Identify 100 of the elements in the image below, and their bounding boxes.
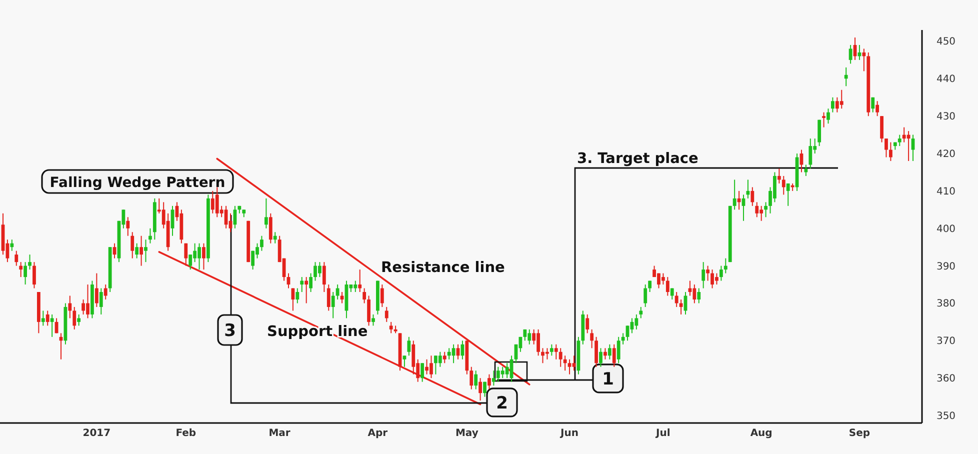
candlestick	[492, 370, 496, 386]
y-tick-label: 390	[936, 261, 956, 272]
candlestick	[568, 358, 572, 375]
candlestick	[264, 198, 268, 229]
candlestick	[380, 284, 384, 308]
candlestick	[644, 284, 648, 308]
y-tick-label: 350	[936, 411, 956, 422]
candlestick	[818, 119, 822, 147]
candlestick	[626, 325, 630, 342]
candlestick	[268, 212, 272, 244]
candlestick	[911, 134, 915, 162]
x-tick-label: Mar	[268, 428, 290, 439]
candlestick	[273, 232, 277, 244]
y-tick-label: 450	[936, 36, 956, 48]
candlestick	[876, 100, 880, 117]
candlestick	[880, 116, 884, 143]
x-tick-label: Feb	[176, 428, 196, 439]
candlestick	[563, 355, 567, 372]
annotation: 3. Target place	[577, 151, 699, 167]
candlestick	[358, 269, 362, 292]
x-tick-label: 2017	[82, 428, 111, 439]
candlestick	[661, 272, 665, 286]
candlestick	[750, 186, 754, 206]
y-tick-label: 410	[936, 186, 956, 198]
candlestick	[46, 310, 50, 326]
candlestick	[554, 344, 558, 360]
series-label: Resistance line	[381, 260, 506, 276]
candlestick	[764, 202, 768, 218]
candlestick	[666, 276, 670, 296]
candlestick	[888, 142, 892, 162]
candlestick	[804, 164, 808, 176]
candlestick	[50, 314, 54, 338]
y-tick-label: 440	[936, 74, 956, 86]
candlestick	[692, 284, 696, 304]
candlestick	[384, 306, 388, 322]
x-tick-label: Jul	[655, 428, 670, 439]
annotation: 3	[224, 321, 236, 341]
x-tick-label: May	[455, 428, 479, 439]
candlestick	[470, 366, 474, 390]
candlestick	[608, 344, 612, 360]
candlestick	[808, 138, 812, 169]
candlestick	[19, 262, 23, 278]
candlestick	[782, 175, 786, 196]
candlestick	[407, 336, 411, 356]
candlestick	[322, 262, 326, 292]
annotation: 2	[496, 393, 508, 414]
candlestick	[822, 112, 826, 128]
candlestick	[300, 276, 304, 292]
candlestick	[14, 250, 18, 266]
y-tick-label: 370	[936, 336, 956, 348]
candlestick	[41, 310, 45, 326]
candlestick	[260, 235, 264, 252]
candlestick	[126, 216, 130, 236]
candlestick	[586, 314, 590, 334]
y-tick-label: 380	[936, 298, 956, 310]
candlestick	[848, 44, 852, 64]
candlestick	[144, 239, 148, 263]
candlestick	[558, 348, 562, 368]
candlestick	[724, 258, 728, 274]
candlestick	[884, 138, 888, 158]
candlestick	[755, 202, 759, 218]
candlestick	[104, 284, 108, 300]
y-tick-label: 360	[936, 374, 956, 385]
candlestick	[135, 242, 139, 259]
x-tick-label: Apr	[368, 428, 388, 439]
candlestick	[24, 262, 28, 286]
candlestick	[99, 288, 103, 315]
candlestick	[296, 288, 300, 304]
candlestick	[372, 314, 375, 326]
candlestick	[862, 48, 866, 72]
candlestick	[572, 355, 576, 372]
candlestick	[94, 272, 98, 308]
y-tick-label: 420	[936, 149, 956, 160]
candlestick	[72, 306, 76, 330]
candlestick	[28, 254, 32, 270]
candlestick	[188, 254, 192, 270]
candlestick	[331, 292, 335, 319]
candlestick	[719, 265, 723, 282]
candlestick	[402, 355, 406, 368]
text: Falling Wedge Pattern	[50, 175, 226, 191]
candlestick	[594, 336, 598, 368]
candlestick	[474, 370, 478, 390]
candlestick	[604, 348, 607, 360]
candlestick	[702, 262, 706, 289]
candlestick	[140, 235, 143, 266]
candlestick	[697, 288, 701, 304]
candlestick	[340, 292, 344, 304]
candlestick	[309, 272, 312, 292]
candlestick	[362, 288, 366, 304]
candlestick	[251, 250, 255, 270]
candlestick	[590, 328, 594, 349]
candlestick	[786, 182, 790, 206]
candlestick	[478, 378, 482, 402]
candlestick	[304, 276, 308, 304]
candlestick	[505, 362, 509, 379]
candlestick	[488, 374, 491, 390]
candlestick	[389, 321, 393, 334]
candlestick	[871, 96, 875, 113]
candlestick	[898, 134, 902, 147]
candlestick	[148, 228, 152, 244]
